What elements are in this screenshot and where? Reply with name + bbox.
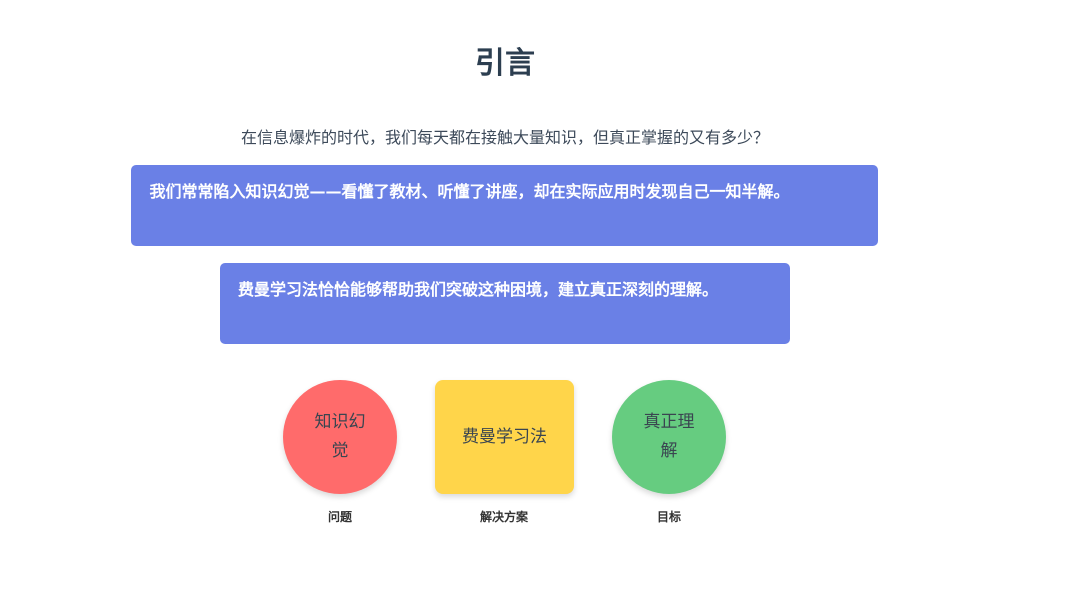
goal-circle: 真正理解 (612, 380, 726, 494)
problem-label: 问题 (327, 510, 352, 524)
goal-label: 目标 (656, 510, 681, 524)
page-title: 引言 (475, 46, 535, 81)
problem-circle: 知识幻觉 (283, 380, 397, 494)
intro-text: 在信息爆炸的时代，我们每天都在接触大量知识，但真正掌握的又有多少？ (240, 128, 769, 147)
callout-box-feynman: 费曼学习法恰恰能够帮助我们突破这种困境，建立真正深刻的理解。 (220, 263, 790, 344)
callout-box-illusion: 我们常常陷入知识幻觉——看懂了教材、听懂了讲座，却在实际应用时发现自己一知半解。 (131, 165, 878, 246)
solution-square: 费曼学习法 (435, 380, 574, 494)
solution-label: 解决方案 (479, 510, 528, 524)
